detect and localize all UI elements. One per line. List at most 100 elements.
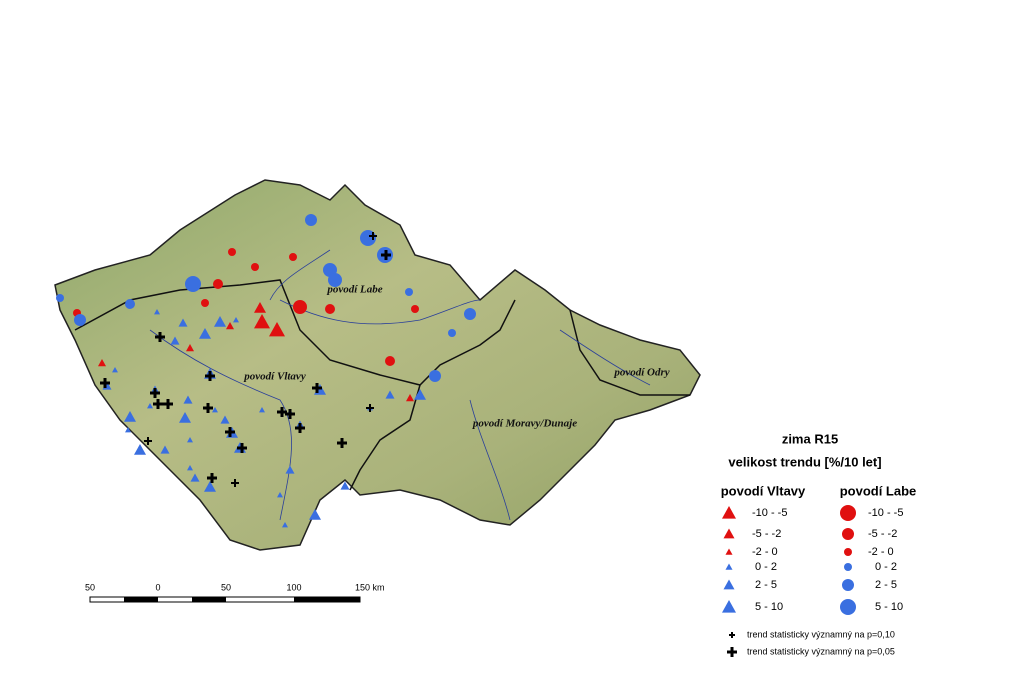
triangle-marker xyxy=(233,317,239,323)
triangle-marker xyxy=(134,444,146,455)
circle-marker xyxy=(201,299,209,307)
legend-label: -10 - -5 xyxy=(868,507,903,519)
triangle-marker xyxy=(723,579,735,590)
triangle-marker xyxy=(340,481,350,490)
triangle-marker xyxy=(285,465,295,474)
circle-marker xyxy=(844,548,852,556)
triangle-marker xyxy=(204,481,216,492)
triangle-marker xyxy=(112,367,118,373)
circle-marker xyxy=(464,308,476,320)
legend-label: 5 - 10 xyxy=(755,601,783,613)
river xyxy=(559,329,651,386)
circle-marker xyxy=(840,505,856,521)
legend-label: 2 - 5 xyxy=(875,579,897,591)
legend-label: trend statisticky významný na p=0,10 xyxy=(747,629,895,639)
triangle-marker xyxy=(722,506,736,519)
region-label: povodí Vltavy xyxy=(243,371,306,383)
scale-label: 0 xyxy=(155,582,160,592)
scale-label: 100 xyxy=(286,582,301,592)
circle-marker xyxy=(251,263,259,271)
basin-border xyxy=(74,279,516,386)
scale-bar-segment xyxy=(294,597,360,602)
basin-border xyxy=(569,309,690,396)
scale-bar-segment xyxy=(192,597,226,602)
triangle-marker xyxy=(154,309,160,315)
river xyxy=(279,299,481,325)
circle-marker xyxy=(844,563,852,571)
circle-marker xyxy=(429,370,441,382)
triangle-marker xyxy=(385,390,395,399)
basin-border xyxy=(349,384,421,491)
river xyxy=(269,249,331,301)
region-label: povodí Moravy/Dunaje xyxy=(472,418,577,430)
triangle-marker xyxy=(190,473,200,482)
circle-marker xyxy=(213,279,223,289)
circle-marker xyxy=(305,214,317,226)
triangle-marker xyxy=(214,316,226,327)
river xyxy=(149,329,292,521)
circle-marker xyxy=(448,329,456,337)
triangle-marker xyxy=(160,445,170,454)
circle-marker xyxy=(228,248,236,256)
legend-heading: povodí Vltavy xyxy=(721,483,806,498)
circle-marker xyxy=(56,294,64,302)
scale-bar: 50 0 50 100 150 km xyxy=(85,582,385,603)
scale-label: 50 xyxy=(85,582,95,592)
circle-marker xyxy=(840,599,856,615)
triangle-marker xyxy=(178,318,188,327)
triangle-marker xyxy=(183,395,193,404)
region-label: povodí Labe xyxy=(326,284,382,296)
circle-marker xyxy=(842,528,854,540)
country xyxy=(54,179,701,551)
triangle-marker xyxy=(414,389,426,400)
legend-label: -2 - 0 xyxy=(752,546,778,558)
river xyxy=(469,399,511,521)
scale-label: 150 km xyxy=(355,582,385,592)
triangle-marker xyxy=(725,548,733,555)
triangle-marker xyxy=(179,412,191,423)
triangle-marker xyxy=(254,302,266,313)
legend-heading: povodí Labe xyxy=(840,483,917,498)
circle-marker xyxy=(293,300,307,314)
legend-label: 2 - 5 xyxy=(755,579,777,591)
triangle-marker xyxy=(220,415,230,424)
circle-marker xyxy=(325,304,335,314)
circle-marker xyxy=(74,314,86,326)
circle-marker xyxy=(411,305,419,313)
rivers xyxy=(149,249,651,521)
triangle-marker xyxy=(212,407,218,413)
legend-label: -5 - -2 xyxy=(752,528,781,540)
legend-label: -10 - -5 xyxy=(752,507,787,519)
triangle-marker xyxy=(406,394,414,402)
legend: -10 - -5 -10 - -5 -5 - -2 -5 - -2 -2 - 0 -2 -… xyxy=(722,505,903,657)
scale-bar-segment xyxy=(124,597,158,602)
triangle-marker xyxy=(125,427,131,433)
triangle-marker xyxy=(124,411,136,422)
triangle-marker xyxy=(722,600,736,613)
triangle-marker xyxy=(723,528,735,539)
triangle-marker xyxy=(226,322,234,330)
legend-title: zima R15 xyxy=(782,431,838,446)
legend-label: -5 - -2 xyxy=(868,528,897,540)
circle-marker xyxy=(185,276,201,292)
triangle-marker xyxy=(199,328,211,339)
triangle-marker xyxy=(147,403,153,409)
triangle-marker xyxy=(254,314,270,329)
legend-label: -2 - 0 xyxy=(868,546,894,558)
circle-marker xyxy=(385,356,395,366)
triangle-marker xyxy=(98,359,106,367)
scale-label: 50 xyxy=(221,582,231,592)
triangle-marker xyxy=(259,407,265,413)
triangle-marker xyxy=(282,522,288,528)
legend-label: trend statisticky významný na p=0,05 xyxy=(747,646,895,656)
circle-marker xyxy=(125,299,135,309)
triangle-marker xyxy=(277,492,283,498)
legend-subtitle: velikost trendu [%/10 let] xyxy=(728,454,881,469)
triangle-marker xyxy=(187,465,193,471)
legend-label: 5 - 10 xyxy=(875,601,903,613)
triangle-marker xyxy=(269,322,285,337)
circle-marker xyxy=(289,253,297,261)
triangle-marker xyxy=(309,509,321,520)
